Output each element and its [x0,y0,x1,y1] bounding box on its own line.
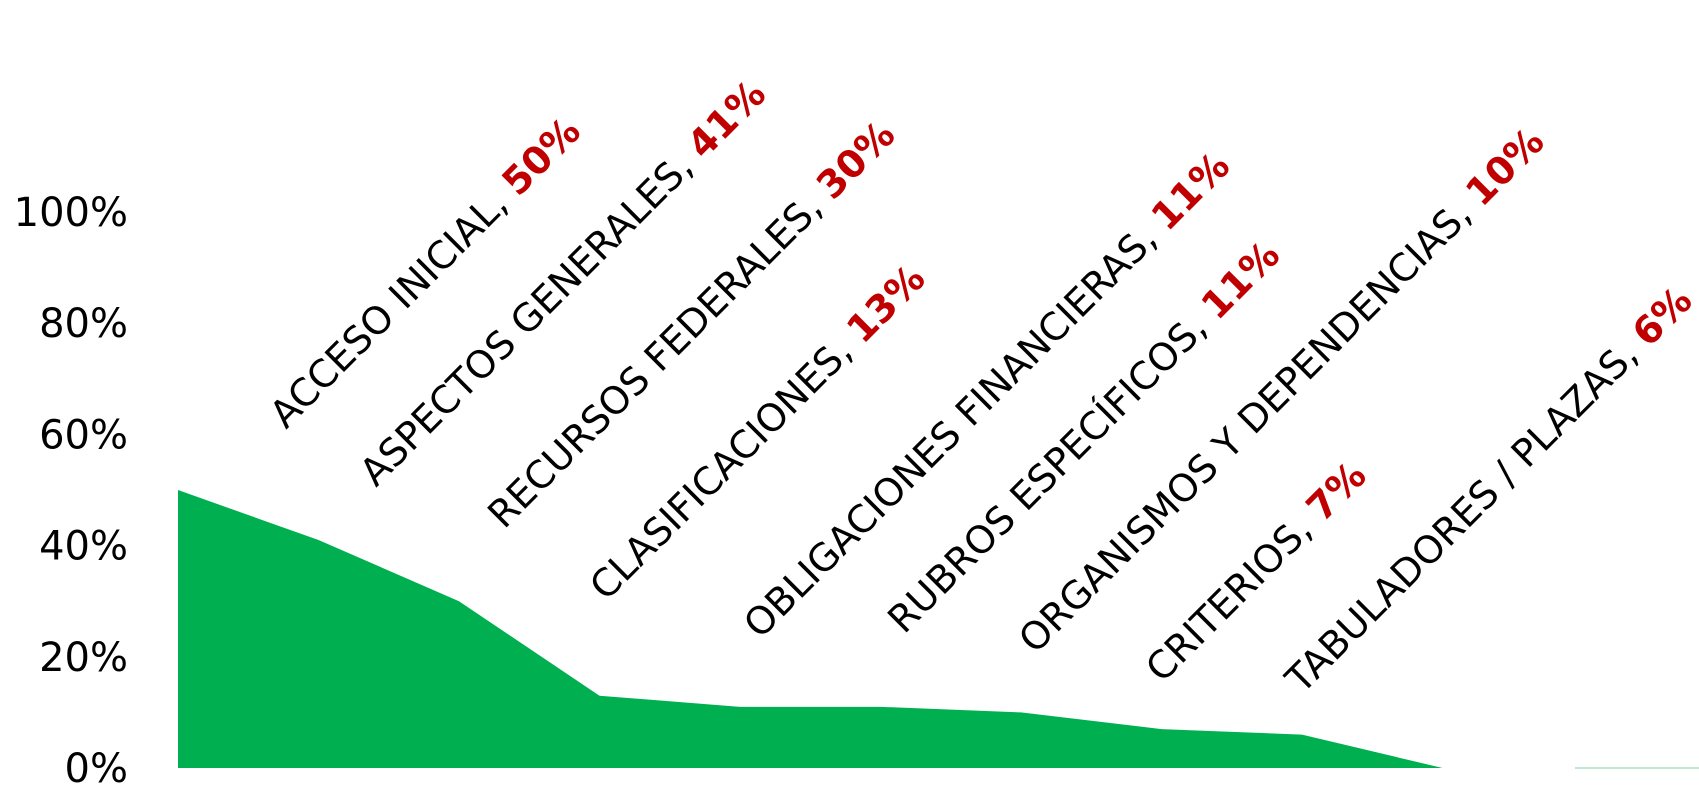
y-tick-label: 40% [39,524,128,570]
y-axis: 0% 20% 40% 60% 80% 100% [14,190,128,787]
data-label: ACCESO INICIAL, 50% [261,109,589,437]
data-label: CLASIFICACIONES, 13% [581,256,933,608]
data-label: ORGANISMOS Y DEPENDENCIAS, 10% [1010,119,1552,661]
y-tick-label: 0% [65,746,128,787]
y-tick-label: 20% [39,635,128,681]
area-layer [178,490,1699,769]
area-series [178,490,1583,768]
y-tick-label: 80% [39,301,128,347]
data-labels: ACCESO INICIAL, 50%ASPECTOS GENERALES, 4… [261,71,1699,702]
data-label-category: ACCESO INICIAL, [261,173,524,436]
data-label-category: RECURSOS FEDERALES, [479,177,839,537]
y-tick-label: 60% [39,412,128,458]
y-tick-label: 100% [14,190,128,236]
